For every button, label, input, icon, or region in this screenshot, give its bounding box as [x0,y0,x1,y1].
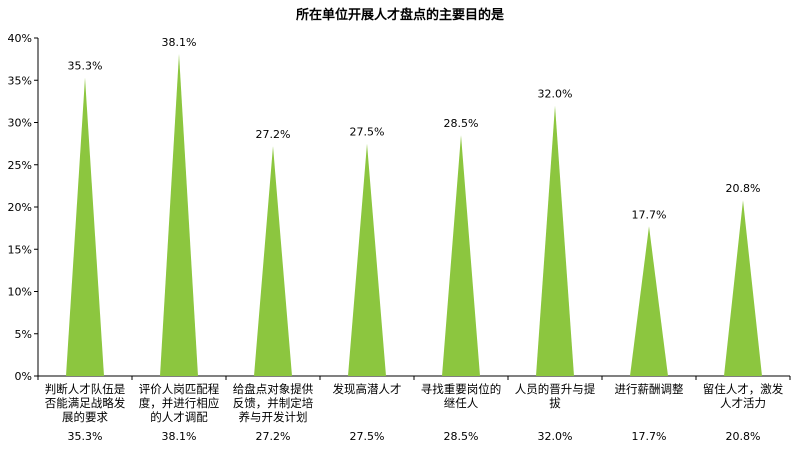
x-tick-label: 给盘点对象提供 [233,382,314,396]
x-tick-label: 留住人才，激发 [703,382,784,396]
data-label: 28.5% [444,117,479,130]
x-tick-label: 判断人才队伍是 [45,382,126,396]
y-tick-label: 40% [8,32,32,45]
data-label: 27.5% [350,126,385,139]
bar [724,200,762,376]
data-label: 20.8% [726,182,761,195]
data-label: 38.1% [162,36,197,49]
table-value: 17.7% [632,430,667,443]
x-tick-label: 养与开发计划 [239,410,308,424]
table-value: 27.2% [256,430,291,443]
x-tick-label: 反馈，并制定培 [233,396,314,410]
chart-title: 所在单位开展人才盘点的主要目的是 [296,7,505,23]
bars [66,54,762,377]
x-tick-label: 发现高潜人才 [333,382,402,396]
x-tick-label: 度，并进行相应 [139,396,220,410]
bar [442,135,480,376]
table-value: 28.5% [444,430,479,443]
y-tick-label: 25% [8,159,32,172]
data-label: 17.7% [632,208,667,221]
bar [536,105,574,376]
table-value: 32.0% [538,430,573,443]
y-tick-label: 0% [15,370,32,383]
y-tick-label: 5% [15,328,32,341]
y-tick-label: 10% [8,286,32,299]
table-value: 38.1% [162,430,197,443]
data-label: 35.3% [68,60,103,73]
x-tick-label: 评价人岗匹配程 [139,382,220,396]
data-label: 32.0% [538,88,573,101]
axes: 0% 5% 10% 15% 20% 25% 30% 35% 40% [8,32,791,383]
y-tick-label: 30% [8,117,32,130]
x-tick-label: 进行薪酬调整 [615,382,684,396]
bar [630,226,668,376]
bar [160,54,198,377]
table-value: 27.5% [350,430,385,443]
x-tick-label: 拔 [549,396,561,410]
x-tick-label: 寻找重要岗位的 [421,382,502,396]
y-tick-label: 20% [8,201,32,214]
x-tick-label: 人员的晋升与提 [515,382,596,396]
table-value: 20.8% [726,430,761,443]
data-label: 27.2% [256,128,291,141]
table-value: 35.3% [68,430,103,443]
bar [254,146,292,376]
y-tick-label: 15% [8,243,32,256]
bar [348,143,386,376]
x-tick-label: 的人才调配 [150,410,208,424]
x-tick-label: 继任人 [444,396,479,410]
bar [66,77,104,376]
x-tick-label: 否能满足战略发 [45,396,126,410]
x-tick-label: 展的要求 [62,410,108,424]
x-tick-label: 人才活力 [720,396,766,410]
y-tick-label: 35% [8,74,32,87]
